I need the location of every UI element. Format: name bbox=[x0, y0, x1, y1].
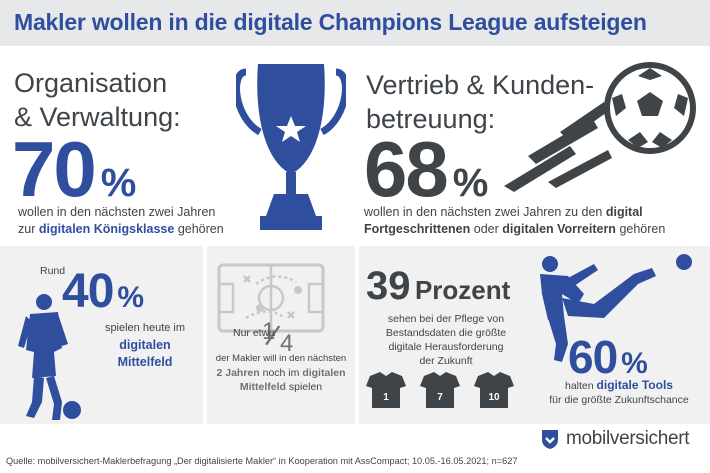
mid-right-value: 39 bbox=[366, 264, 411, 308]
mid-right-text-line4: der Zukunft bbox=[419, 355, 473, 367]
divider-vertical-1 bbox=[203, 246, 207, 424]
left-percent-sign: % bbox=[100, 161, 137, 205]
left-heading-line2: & Verwaltung: bbox=[14, 102, 181, 132]
jersey-number-3: 10 bbox=[488, 392, 500, 403]
right-text-hl: digital bbox=[605, 205, 643, 219]
right-text-line1: wollen in den nächsten zwei Jahren zu de… bbox=[364, 204, 665, 221]
right-heading: Vertrieb & Kunden- betreuung: bbox=[366, 68, 594, 136]
mid-right-headline: 39 Prozent bbox=[366, 264, 510, 309]
jersey-number-1: 1 bbox=[383, 392, 389, 403]
jerseys-icon: 1 7 10 bbox=[366, 372, 514, 408]
mid-right-text: sehen bei der Pflege von Bestandsdaten d… bbox=[366, 312, 526, 368]
left-text-hl2: Königsklasse bbox=[93, 222, 175, 236]
mid-center-mid: noch im bbox=[262, 367, 300, 379]
fraction-numerator: 1 bbox=[262, 318, 276, 345]
left-text: wollen in den nächsten zwei Jahren zur d… bbox=[18, 204, 224, 238]
mid-center-text-line3: 2 Jahren noch im digitalen bbox=[207, 366, 355, 380]
left-percent: 70% bbox=[12, 124, 136, 215]
mid-center-text: Nur etwa der Makler will in den nächsten… bbox=[207, 327, 355, 394]
right-text-mid: oder bbox=[473, 222, 499, 236]
jersey-number-2: 7 bbox=[437, 392, 443, 403]
mid-center-text-line4: Mittelfeld spielen bbox=[207, 380, 355, 394]
left-text-line1: wollen in den nächsten zwei Jahren bbox=[18, 205, 216, 219]
right-heading-line2: betreuung: bbox=[366, 104, 496, 134]
kicking-player-icon bbox=[540, 254, 692, 362]
fraction-denominator: 4 bbox=[280, 330, 294, 357]
far-right-text: halten digitale Tools für die größte Zuk… bbox=[534, 378, 704, 407]
footer bbox=[0, 424, 710, 473]
far-right-percent: 60% bbox=[568, 330, 648, 384]
mid-center-hl3: Mittelfeld bbox=[239, 381, 286, 393]
mid-left-text-line2: digitalen bbox=[119, 338, 171, 352]
right-percent-sign: % bbox=[452, 161, 489, 205]
right-text-suffix: gehören bbox=[619, 222, 666, 236]
brand-name: mobilversichert bbox=[566, 428, 690, 449]
mid-center-hl2: digitalen bbox=[302, 367, 346, 379]
mobilversichert-logo-icon bbox=[542, 430, 558, 449]
mid-center-hl1: 2 Jahren bbox=[216, 367, 260, 379]
trophy-icon bbox=[236, 64, 346, 230]
left-text-suffix: gehören bbox=[177, 222, 224, 236]
mid-left-pre: Rund bbox=[40, 265, 66, 277]
right-text-hl1: Fortgeschrittenen bbox=[364, 222, 471, 236]
brand: mobilversichert bbox=[540, 424, 690, 454]
mid-left-text-line1: spielen heute im bbox=[104, 322, 186, 334]
player-icon bbox=[18, 294, 81, 420]
far-right-percent-sign: % bbox=[621, 347, 648, 380]
left-heading: Organisation & Verwaltung: bbox=[14, 66, 181, 134]
source-note: Quelle: mobilversichert-Maklerbefragung … bbox=[6, 456, 518, 466]
mid-center-suffix: spielen bbox=[288, 381, 323, 393]
right-percent: 68% bbox=[364, 124, 488, 215]
right-text-hl2: digitalen Vorreitern bbox=[502, 222, 616, 236]
far-right-prefix: halten bbox=[565, 380, 594, 392]
right-text-line2: Fortgeschrittenen oder digitalen Vorreit… bbox=[364, 221, 665, 238]
divider-vertical-2 bbox=[355, 246, 359, 424]
mid-left-percent-sign: % bbox=[117, 281, 145, 314]
right-text: wollen in den nächsten zwei Jahren zu de… bbox=[364, 204, 665, 238]
left-text-prefix: zur bbox=[18, 222, 36, 236]
mid-center-text-line2: der Makler will in den nächsten bbox=[215, 353, 347, 364]
far-right-hl: digitale Tools bbox=[596, 378, 673, 392]
right-text-prefix: wollen in den nächsten zwei Jahren zu de… bbox=[364, 205, 603, 219]
mid-left-percent-value: 40 bbox=[62, 265, 114, 318]
far-right-text-line2: für die größte Zukunftschance bbox=[549, 394, 689, 406]
mid-left-text: spielen heute im digitalen Mittelfeld bbox=[90, 320, 200, 371]
fraction: 1 / 4 bbox=[262, 318, 312, 358]
far-right-percent-value: 60 bbox=[568, 331, 618, 383]
mid-left-percent: 40% bbox=[62, 264, 144, 319]
left-heading-line1: Organisation bbox=[14, 68, 168, 98]
mid-right-text-line2: Bestandsdaten die größte bbox=[385, 327, 507, 339]
mid-left-text-line3: Mittelfeld bbox=[117, 355, 173, 369]
tactics-board-icon bbox=[217, 263, 325, 333]
mid-center-text-line1: Nur etwa bbox=[233, 327, 276, 339]
header-band: Makler wollen in die digitale Champions … bbox=[0, 0, 710, 46]
football-icon bbox=[504, 62, 696, 192]
mid-right-text-line1: sehen bei der Pflege von bbox=[387, 313, 505, 325]
mid-right-unit: Prozent bbox=[414, 275, 511, 305]
right-heading-line1: Vertrieb & Kunden- bbox=[366, 70, 595, 100]
left-text-hl1: digitalen bbox=[38, 222, 91, 236]
right-percent-value: 68 bbox=[364, 125, 449, 213]
page-title: Makler wollen in die digitale Champions … bbox=[14, 9, 647, 35]
left-text-line2: zur digitalen Königsklasse gehören bbox=[18, 221, 224, 238]
mid-right-text-line3: digitale Herausforderung bbox=[388, 341, 504, 353]
left-percent-value: 70 bbox=[12, 125, 97, 213]
far-right-text-line1: halten digitale Tools bbox=[534, 378, 704, 393]
